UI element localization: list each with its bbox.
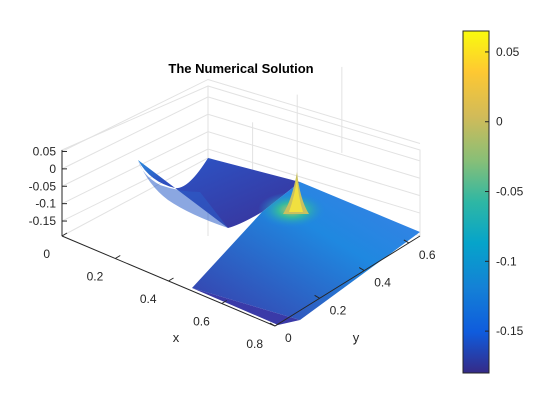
y-tick [403, 239, 410, 244]
axes-box [61, 66, 421, 237]
y-tick-label: 0 [285, 331, 292, 345]
x-tick [168, 277, 174, 282]
y-tick [269, 322, 276, 327]
z-tick-label: -0.15 [29, 214, 57, 228]
colorbar-tick-label: 0 [496, 115, 503, 129]
grid-line [61, 96, 421, 170]
y-tick [314, 294, 320, 299]
colorbar-ticks: 0.05 0 -0.05 -0.1 -0.15 [485, 45, 524, 338]
colorbar-tick-label: 0.05 [496, 45, 520, 59]
surface-plot [138, 158, 420, 325]
x-tick-label: 0.6 [193, 315, 210, 329]
tick-group: 0 0.2 0.4 0.6 0.8 0 0.2 0.4 0.6 0.05 0 -0.05 -0.1 -0.… [29, 144, 436, 351]
x-tick [114, 255, 121, 259]
grid-line [61, 78, 421, 152]
surface-right-arm [192, 182, 420, 320]
grid-lines [61, 66, 421, 236]
y-axis-label: y [353, 330, 360, 345]
colorbar-tick-label: -0.1 [496, 254, 517, 268]
x-tick-label: 0.8 [246, 337, 263, 351]
colorbar-tick-label: -0.15 [496, 324, 524, 338]
x-tick [221, 300, 228, 304]
back-wall-left [61, 85, 209, 237]
z-tick-label: -0.05 [29, 179, 57, 193]
y-tick-label: 0.6 [419, 248, 436, 262]
surface-front-edge [192, 288, 300, 325]
colorbar-tick-label: -0.05 [496, 185, 524, 199]
y-axis-line [274, 235, 421, 327]
x-tick-label: 0 [43, 247, 50, 261]
grid-line [61, 131, 421, 205]
x-tick-label: 0.2 [87, 270, 104, 284]
x-axis-label: x [173, 330, 180, 345]
z-tick-label: 0 [49, 162, 56, 176]
grid-line [61, 113, 421, 187]
x-tick-label: 0.4 [140, 292, 157, 306]
chart-title: The Numerical Solution [168, 61, 313, 76]
y-tick-label: 0.4 [374, 276, 391, 290]
surface-left-edge [138, 160, 228, 228]
y-tick-label: 0.2 [330, 303, 347, 317]
x-tick [274, 322, 281, 327]
y-tick [358, 267, 365, 272]
surface-peak-top [289, 178, 303, 212]
grid-line [61, 148, 421, 222]
z-tick-label: 0.05 [33, 144, 57, 158]
x-tick [61, 232, 68, 237]
colorbar-gradient [462, 30, 490, 374]
colorbar: 0.05 0 -0.05 -0.1 -0.15 [462, 30, 524, 374]
z-tick-label: -0.1 [35, 197, 56, 211]
